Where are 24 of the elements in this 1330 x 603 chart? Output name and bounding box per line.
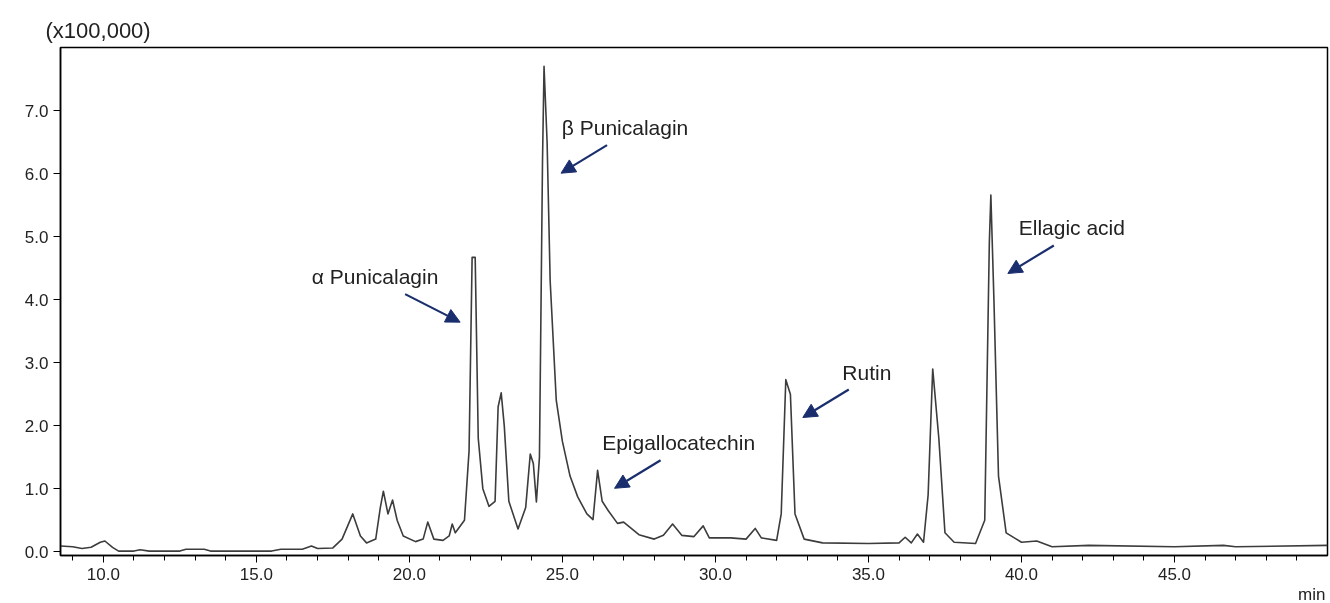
y-tick-label: 2.0 <box>24 416 49 436</box>
x-tick-label: 40.0 <box>1004 564 1039 584</box>
line-series <box>60 65 1328 552</box>
y-tick-label: 6.0 <box>24 164 49 184</box>
y-tick-label: 0.0 <box>24 542 49 562</box>
y-axis-title: (x100,000) <box>45 17 151 43</box>
annotation: Ellagic acid <box>1018 216 1125 240</box>
x-tick-label: 25.0 <box>545 564 579 584</box>
x-axis-title: min <box>1298 584 1326 603</box>
annotation: β Punicalagin <box>561 116 689 140</box>
x-tick-label: 30.0 <box>698 564 732 584</box>
y-tick-label: 1.0 <box>24 479 49 499</box>
x-tick-label: 10.0 <box>86 564 120 584</box>
x-tick-label: 20.0 <box>392 564 426 584</box>
y-tick-label: 4.0 <box>24 290 49 310</box>
annotation: Epigallocatechin <box>602 431 756 455</box>
annotation: α Punicalagin <box>311 265 439 289</box>
annotation: Rutin <box>842 360 892 384</box>
x-tick-label: 35.0 <box>851 564 885 584</box>
y-tick-label: 3.0 <box>24 353 49 373</box>
y-tick-label: 7.0 <box>24 101 49 121</box>
x-tick-label: 15.0 <box>239 564 273 584</box>
y-tick-label: 5.0 <box>24 227 49 247</box>
x-tick-label: 45.0 <box>1157 564 1192 584</box>
